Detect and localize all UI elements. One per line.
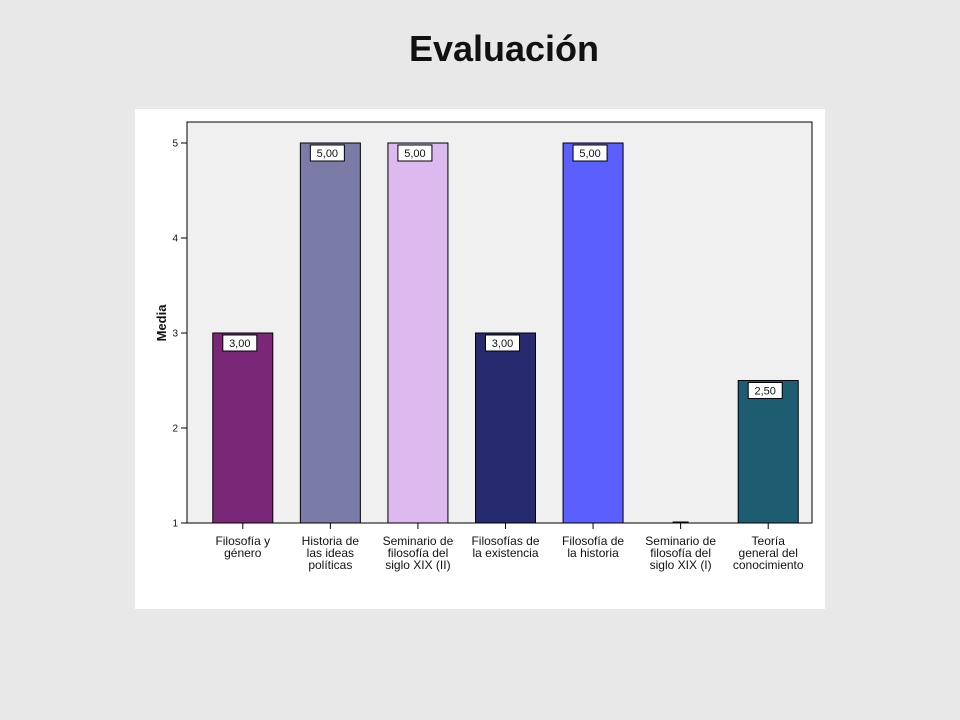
category-label-line: Filosofía de: [562, 534, 624, 548]
data-label: 5,00: [317, 148, 338, 160]
category-label-line: Historia de: [302, 534, 360, 548]
bar: [387, 142, 449, 524]
category-label-line: Filosofía y: [215, 534, 270, 548]
data-label: 3,00: [492, 338, 513, 350]
bar: [299, 142, 361, 524]
y-tick-label: 3: [172, 329, 178, 340]
y-axis: 1 2 3 4 5: [172, 139, 187, 530]
category-label-line: siglo XIX (I): [650, 558, 712, 572]
slide-title: Evaluación: [408, 28, 600, 69]
data-label: 5,00: [579, 148, 600, 160]
chart-panel: 1 2 3 4 5 3,00 5,00 5,00 3,00 5,00 2,50 Filosofía…: [135, 109, 825, 609]
category-label: Filosofía de la historia: [562, 534, 624, 560]
category-label-line: género: [224, 546, 262, 560]
data-label: 2,50: [755, 386, 776, 398]
data-label-box: [747, 382, 783, 399]
y-tick-label: 1: [172, 519, 178, 530]
bar: [737, 380, 799, 524]
bars: 3,00 5,00 5,00 3,00 5,00 2,50: [212, 142, 799, 524]
category-label-line: filosofía del: [388, 546, 449, 560]
data-label-box: [222, 334, 258, 352]
category-label-line: Seminario de: [383, 534, 454, 548]
x-axis: Filosofía y género Historia de las ideas pol…: [215, 523, 804, 572]
category-label-line: conocimiento: [733, 558, 804, 572]
category-label: Historia de las ideas políticas: [302, 534, 360, 572]
category-label-line: la existencia: [472, 546, 538, 560]
data-label: 3,00: [229, 338, 250, 350]
category-label-line: Seminario de: [645, 534, 716, 548]
category-label-line: siglo XIX (II): [385, 558, 450, 572]
category-label: Filosofías de la existencia: [471, 534, 539, 560]
bar-chart: 1 2 3 4 5 3,00 5,00 5,00 3,00 5,00 2,50 Filosofía…: [154, 121, 813, 572]
data-label-box: [397, 144, 433, 162]
data-label: 5,00: [404, 148, 425, 160]
category-label: Filosofía y género: [215, 534, 270, 560]
category-label: Seminario de filosofía del siglo XIX (I): [645, 534, 716, 572]
bar: [475, 332, 536, 524]
bar: [212, 332, 274, 524]
category-label-line: la historia: [567, 546, 619, 560]
category-label-line: Teoría: [752, 534, 786, 548]
y-axis-title: Media: [154, 304, 169, 342]
y-tick-label: 4: [172, 234, 178, 245]
y-tick-label: 2: [172, 424, 178, 435]
category-label-line: general del: [739, 546, 798, 560]
category-label: Teoría general del conocimiento: [733, 534, 804, 572]
y-tick-label: 5: [172, 139, 178, 150]
category-label-line: filosofía del: [650, 546, 711, 560]
category-label-line: políticas: [308, 558, 352, 572]
data-label-box: [309, 144, 345, 162]
bar: [562, 142, 624, 524]
category-label-line: Filosofías de: [471, 534, 539, 548]
category-label: Seminario de filosofía del siglo XIX (II): [383, 534, 454, 572]
data-label-box: [485, 334, 520, 352]
data-label-box: [572, 144, 608, 162]
category-label-line: las ideas: [307, 546, 354, 560]
